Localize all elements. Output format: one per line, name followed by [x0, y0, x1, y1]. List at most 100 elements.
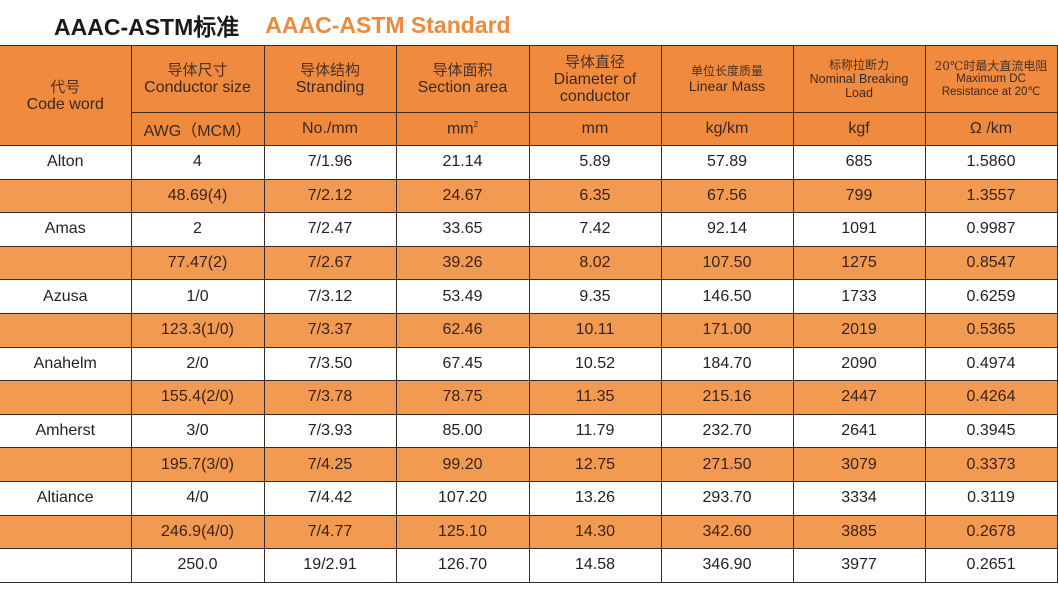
cell-breaking-load: 2641 — [792, 413, 926, 449]
cell-code-word: Amherst — [0, 413, 132, 449]
cell-dc-resistance: 0.3373 — [924, 447, 1058, 482]
cell-dc-resistance: 0.2678 — [924, 514, 1058, 550]
cell-code-word — [0, 548, 132, 583]
cell-dc-resistance: 0.2651 — [924, 548, 1058, 583]
cell-stranding: 19/2.91 — [263, 548, 397, 583]
cell-linear-mass: 92.14 — [660, 212, 794, 247]
cell-section-area: 125.10 — [395, 514, 530, 550]
cell-diameter: 8.02 — [528, 245, 662, 281]
cell-linear-mass: 146.50 — [660, 279, 794, 314]
cell-linear-mass: 57.89 — [660, 145, 794, 180]
cell-breaking-load: 685 — [792, 145, 926, 180]
title-english: AAAC-ASTM Standard — [265, 11, 511, 38]
cell-dc-resistance: 1.5860 — [924, 145, 1058, 180]
cell-code-word: Amas — [0, 212, 132, 247]
cell-diameter: 6.35 — [528, 178, 662, 214]
unit-conductor-size: AWG（MCM） — [131, 112, 265, 146]
cell-linear-mass: 184.70 — [660, 346, 794, 382]
cell-conductor-size: 48.69(4) — [130, 178, 265, 214]
table-row: 246.9(4/0) 7/4.77 125.10 14.30 342.60 3885 0.2… — [0, 514, 1058, 550]
cell-stranding: 7/4.77 — [263, 514, 397, 550]
cell-diameter: 12.75 — [528, 447, 662, 482]
cell-dc-resistance: 1.3557 — [924, 178, 1058, 214]
cell-diameter: 10.52 — [528, 346, 662, 382]
cell-conductor-size: 155.4(2/0) — [130, 380, 265, 415]
cell-diameter: 9.35 — [528, 279, 662, 314]
cell-section-area: 78.75 — [395, 380, 530, 415]
cell-breaking-load: 3885 — [792, 514, 926, 550]
cell-conductor-size: 1/0 — [130, 279, 265, 314]
cell-stranding: 7/3.12 — [263, 279, 397, 314]
cell-section-area: 85.00 — [395, 413, 530, 449]
cell-breaking-load: 3977 — [792, 548, 926, 583]
cell-code-word — [0, 380, 132, 415]
col-header-code-word: 代号 Code word — [0, 45, 132, 146]
aaac-astm-spec-table: 代号 Code word 导体尺寸 Conductor size 导体结构 St… — [0, 45, 1058, 583]
cell-stranding: 7/3.93 — [263, 413, 397, 449]
cell-dc-resistance: 0.5365 — [924, 312, 1058, 348]
col-header-breaking-load: 标称拉断力 Nominal Breaking Load — [792, 45, 926, 113]
cell-diameter: 11.35 — [528, 380, 662, 415]
cell-linear-mass: 346.90 — [660, 548, 794, 583]
cell-diameter: 10.11 — [528, 312, 662, 348]
cell-dc-resistance: 0.6259 — [924, 279, 1058, 314]
cell-breaking-load: 1091 — [792, 212, 926, 247]
cell-section-area: 21.14 — [395, 145, 530, 180]
page-title: AAAC-ASTM标准 AAAC-ASTM Standard — [54, 8, 511, 42]
cell-diameter: 14.58 — [528, 548, 662, 583]
cell-dc-resistance: 0.4264 — [924, 380, 1058, 415]
cell-linear-mass: 271.50 — [660, 447, 794, 482]
cell-linear-mass: 232.70 — [660, 413, 794, 449]
cell-stranding: 7/4.25 — [263, 447, 397, 482]
cell-diameter: 14.30 — [528, 514, 662, 550]
cell-code-word — [0, 447, 132, 482]
cell-breaking-load: 799 — [792, 178, 926, 214]
cell-stranding: 7/1.96 — [263, 145, 397, 180]
cell-breaking-load: 2090 — [792, 346, 926, 382]
cell-breaking-load: 1733 — [792, 279, 926, 314]
title-chinese: AAAC-ASTM标准 — [54, 14, 240, 40]
cell-code-word: Altiance — [0, 480, 132, 516]
cell-linear-mass: 293.70 — [660, 480, 794, 516]
cell-code-word — [0, 312, 132, 348]
cell-conductor-size: 3/0 — [130, 413, 265, 449]
cell-conductor-size: 77.47(2) — [130, 245, 265, 281]
col-header-dc-resistance: 20℃时最大直流电阻 Maximum DC Resistance at 20℃ — [924, 45, 1058, 113]
cell-dc-resistance: 0.4974 — [924, 346, 1058, 382]
cell-linear-mass: 107.50 — [660, 245, 794, 281]
unit-diameter: mm — [528, 112, 662, 146]
cell-section-area: 62.46 — [395, 312, 530, 348]
cell-section-area: 99.20 — [395, 447, 530, 482]
cell-conductor-size: 246.9(4/0) — [130, 514, 265, 550]
cell-conductor-size: 2/0 — [130, 346, 265, 382]
cell-code-word: Azusa — [0, 279, 132, 314]
cell-conductor-size: 4 — [130, 145, 265, 180]
table-row: Amas 2 7/2.47 33.65 7.42 92.14 1091 0.9987 — [0, 212, 1058, 247]
cell-section-area: 53.49 — [395, 279, 530, 314]
cell-linear-mass: 215.16 — [660, 380, 794, 415]
table-row: Altiance 4/0 7/4.42 107.20 13.26 293.70 3334 0.… — [0, 480, 1058, 516]
cell-section-area: 24.67 — [395, 178, 530, 214]
superscript-2: 2 — [473, 119, 479, 129]
col-header-section-area: 导体面积 Section area — [395, 45, 530, 113]
cell-conductor-size: 250.0 — [130, 548, 265, 583]
cell-breaking-load: 3334 — [792, 480, 926, 516]
cell-stranding: 7/2.47 — [263, 212, 397, 247]
cell-section-area: 107.20 — [395, 480, 530, 516]
cell-stranding: 7/2.12 — [263, 178, 397, 214]
cell-conductor-size: 4/0 — [130, 480, 265, 516]
col-header-stranding: 导体结构 Stranding — [263, 45, 397, 113]
cell-section-area: 39.26 — [395, 245, 530, 281]
table-row: 123.3(1/0) 7/3.37 62.46 10.11 171.00 2019 0.53… — [0, 312, 1058, 348]
cell-conductor-size: 195.7(3/0) — [130, 447, 265, 482]
cell-breaking-load: 2447 — [792, 380, 926, 415]
table-row: 155.4(2/0) 7/3.78 78.75 11.35 215.16 2447 0.42… — [0, 380, 1058, 415]
cell-code-word — [0, 178, 132, 214]
cell-code-word: Anahelm — [0, 346, 132, 382]
table-header: 代号 Code word 导体尺寸 Conductor size 导体结构 St… — [0, 45, 1058, 146]
cell-diameter: 7.42 — [528, 212, 662, 247]
table-row: 195.7(3/0) 7/4.25 99.20 12.75 271.50 3079 0.33… — [0, 447, 1058, 482]
unit-dc-resistance: Ω /km — [924, 112, 1058, 146]
col-header-linear-mass: 单位长度质量 Linear Mass — [660, 45, 794, 113]
cell-dc-resistance: 0.8547 — [924, 245, 1058, 281]
